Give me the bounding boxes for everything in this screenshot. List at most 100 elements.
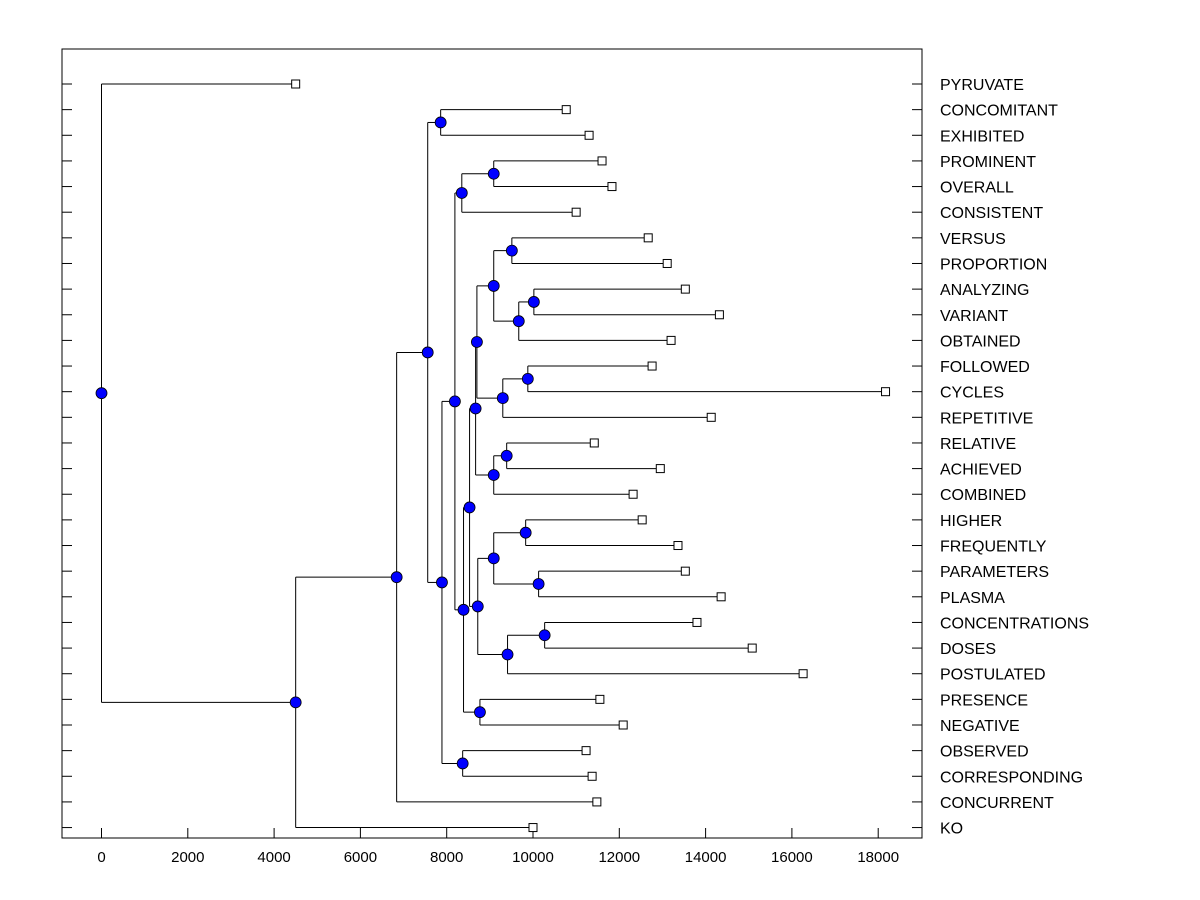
x-tick-label: 18000 [857, 849, 899, 866]
leaf-marker [587, 771, 597, 781]
cluster-node [390, 571, 403, 584]
leaf-label: OBSERVED [940, 744, 1029, 761]
leaf-label: PARAMETERS [940, 564, 1049, 581]
leaf-marker [680, 566, 690, 576]
leaf-marker [589, 438, 599, 448]
cluster-node [521, 372, 534, 385]
cluster-node [448, 395, 461, 408]
axis-ticks: 0 2000 4000 6000 8000 10000 12000 14000 16000 180… [62, 83, 922, 866]
cluster-node [505, 244, 518, 257]
leaf-label: ANALYZING [940, 282, 1030, 299]
leaf-marker [680, 284, 690, 294]
leaf-labels: PYRUVATE CONCOMITANT EXHIBITED PROMINENT OVE… [940, 77, 1089, 838]
leaf-marker [647, 361, 657, 371]
cluster-node [455, 187, 468, 199]
leaf-marker [581, 746, 591, 756]
leaf-marker [881, 387, 891, 397]
leaf-marker [607, 182, 617, 192]
cluster-node [456, 757, 469, 770]
leaf-marker [528, 823, 538, 833]
leaf-marker [714, 310, 724, 320]
leaf-label: OBTAINED [940, 333, 1021, 350]
cluster-node [527, 296, 540, 308]
cluster-node [436, 576, 448, 589]
cluster-node [457, 603, 470, 616]
leaf-label: ACHIEVED [940, 462, 1022, 479]
leaf-label: HIGHER [940, 513, 1002, 530]
leaf-marker [571, 207, 581, 217]
leaf-marker [673, 541, 683, 551]
cluster-node [496, 392, 509, 404]
cluster-node [500, 449, 513, 462]
leaf-label: CONCENTRATIONS [940, 615, 1089, 632]
plot-frame [61, 48, 923, 839]
leaf-label: COMBINED [940, 487, 1026, 504]
leaf-label: CONCURRENT [940, 795, 1054, 812]
cluster-node [487, 552, 500, 565]
cluster-node [512, 315, 525, 328]
leaf-label: EXHIBITED [940, 128, 1024, 145]
cluster-node [471, 600, 484, 613]
leaf-marker [747, 643, 757, 653]
leaf-marker [595, 694, 605, 704]
cluster-node [538, 629, 551, 642]
leaf-marker [692, 617, 702, 627]
leaf-label: CONSISTENT [940, 205, 1043, 222]
leaf-marker [637, 515, 647, 525]
leaf-label: CYCLES [940, 385, 1004, 402]
leaf-label: FREQUENTLY [940, 539, 1047, 556]
leaf-label: CONCOMITANT [940, 103, 1058, 120]
cluster-node [487, 469, 500, 481]
cluster-node [487, 280, 500, 292]
leaf-marker [618, 720, 628, 730]
x-tick-label: 4000 [257, 849, 290, 866]
leaf-label: DOSES [940, 641, 996, 658]
leaf-label: POSTULATED [940, 667, 1046, 684]
leaf-marker [592, 797, 602, 807]
cluster-node [289, 696, 302, 709]
leaf-marker [666, 335, 676, 345]
cluster-node [463, 501, 476, 514]
leaf-marker [716, 592, 726, 602]
cluster-node [95, 387, 108, 400]
cluster-node [532, 578, 545, 590]
leaf-label: OVERALL [940, 180, 1014, 197]
cluster-node [471, 336, 483, 348]
leaf-marker [628, 489, 638, 499]
leaf-label: CORRESPONDING [940, 769, 1083, 786]
x-tick-label: 8000 [430, 849, 463, 866]
cluster-node [469, 402, 482, 415]
leaf-label: REPETITIVE [940, 410, 1033, 427]
leaf-marker [584, 130, 594, 140]
leaf-label: PLASMA [940, 590, 1005, 607]
leaf-marker [291, 79, 301, 89]
leaf-label: VERSUS [940, 231, 1006, 248]
leaf-label: PYRUVATE [940, 77, 1024, 94]
leaf-marker [706, 412, 716, 422]
cluster-node [474, 706, 486, 719]
x-tick-label: 0 [97, 849, 105, 866]
leaf-marker [597, 156, 607, 166]
x-tick-label: 2000 [171, 849, 204, 866]
cluster-node [487, 167, 500, 180]
tree-nodes [95, 79, 891, 833]
leaf-marker [643, 233, 653, 243]
leaf-marker [798, 669, 808, 679]
leaf-label: FOLLOWED [940, 359, 1030, 376]
leaf-label: PRESENCE [940, 692, 1028, 709]
leaf-label: PROPORTION [940, 256, 1047, 273]
cluster-node [519, 526, 532, 539]
x-tick-label: 14000 [685, 849, 727, 866]
cluster-node [434, 116, 447, 129]
leaf-label: RELATIVE [940, 436, 1016, 453]
cluster-node [421, 346, 434, 359]
leaf-label: NEGATIVE [940, 718, 1020, 735]
leaf-marker [662, 258, 672, 268]
leaf-label: KO [940, 821, 963, 838]
leaf-marker [561, 105, 571, 115]
cluster-node [501, 648, 514, 661]
leaf-label: VARIANT [940, 308, 1008, 325]
leaf-marker [655, 464, 665, 474]
x-tick-label: 10000 [512, 849, 554, 866]
